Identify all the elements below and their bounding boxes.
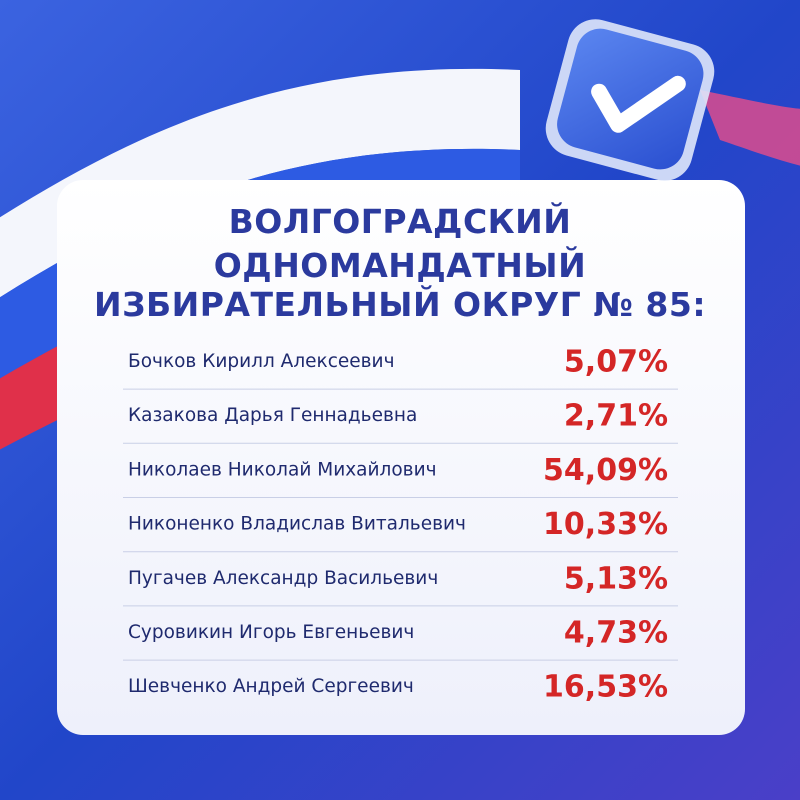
- title-line: ОДНОМАНДАТНЫЙ: [214, 245, 586, 285]
- candidate-name: Казакова Дарья Геннадьевна: [128, 405, 417, 426]
- vote-share: 54,09%: [543, 453, 668, 488]
- card: [57, 180, 745, 735]
- vote-share: 5,13%: [564, 561, 668, 596]
- flag-white: [0, 68, 520, 298]
- vote-share: 16,53%: [543, 670, 668, 705]
- candidate-name: Николаев Николай Михайлович: [128, 459, 437, 480]
- results-table: Бочков Кирилл Алексеевич 5,07% Казакова Да…: [123, 345, 678, 705]
- vote-share: 4,73%: [564, 616, 668, 651]
- candidate-name: Пугачев Александр Васильевич: [128, 568, 438, 589]
- title-line: ИЗБИРАТЕЛЬНЫЙ ОКРУГ № 85:: [94, 284, 706, 324]
- candidate-name: Суровикин Игорь Евгеньевич: [128, 622, 414, 643]
- check-icon: [545, 19, 715, 181]
- flag-red-right: [700, 90, 800, 166]
- candidate-name: Никоненко Владислав Витальевич: [128, 514, 466, 535]
- vote-share: 10,33%: [543, 507, 668, 542]
- vote-share: 5,07%: [564, 345, 668, 380]
- title-line: ВОЛГОГРАДСКИЙ: [229, 201, 572, 241]
- vote-share: 2,71%: [564, 399, 668, 434]
- candidate-name: Шевченко Андрей Сергеевич: [128, 676, 414, 697]
- candidate-name: Бочков Кирилл Алексеевич: [128, 351, 395, 372]
